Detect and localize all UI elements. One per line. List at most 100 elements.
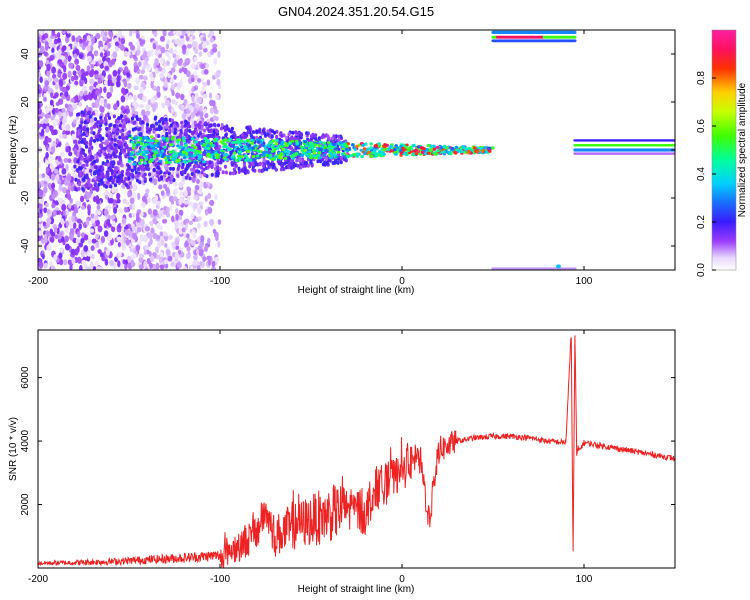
heatmap-cell <box>70 205 75 211</box>
heatmap-cell <box>244 147 248 151</box>
heatmap-cell <box>62 133 68 140</box>
heatmap-cell <box>174 82 178 88</box>
heatmap-cell <box>229 129 233 134</box>
heatmap-cell <box>132 183 138 191</box>
heatmap-cell <box>202 93 208 99</box>
heatmap-cell <box>177 152 182 156</box>
heatmap-cell <box>336 150 341 154</box>
heatmap-cell <box>116 198 121 204</box>
heatmap-cell <box>121 217 127 225</box>
heatmap-cell <box>114 145 118 150</box>
heatmap-cell <box>125 145 129 150</box>
heatmap-cell <box>197 78 202 83</box>
heatmap-cell <box>148 73 154 78</box>
heatmap-cell <box>216 69 222 76</box>
heatmap-cell <box>66 45 71 51</box>
heatmap-cell <box>374 154 379 158</box>
heatmap-cell <box>153 31 158 37</box>
heatmap-cell <box>105 219 111 226</box>
heatmap-cell <box>136 143 140 147</box>
heatmap-cell <box>251 130 256 135</box>
heatmap-cell <box>103 80 108 86</box>
heatmap-cell <box>145 188 150 194</box>
heatmap-cell <box>104 194 109 200</box>
heatmap-cell <box>268 141 273 145</box>
heatmap-cell <box>198 201 204 206</box>
heatmap-cell <box>180 93 185 101</box>
heatmap-cell <box>152 43 157 50</box>
heatmap-cell <box>140 120 145 125</box>
heatmap-cell <box>318 156 322 160</box>
heatmap-cell <box>230 162 234 167</box>
heatmap-cell <box>240 155 244 159</box>
heatmap-cell <box>50 92 54 99</box>
heatmap-cell <box>173 30 177 35</box>
heatmap-cell <box>124 66 129 73</box>
heatmap-cell <box>115 167 119 172</box>
heatmap-cell <box>59 151 65 158</box>
heatmap-cell <box>59 231 63 238</box>
heatmap-cell <box>208 160 212 165</box>
heatmap-cell <box>382 148 387 152</box>
heatmap-cell <box>191 86 195 93</box>
heatmap-cell <box>165 51 170 57</box>
heatmap-cell <box>190 77 195 83</box>
heatmap-cell <box>260 168 264 173</box>
heatmap-cell <box>184 167 188 172</box>
heatmap-cell <box>274 167 278 172</box>
heatmap-cell <box>352 153 356 157</box>
heatmap-cell <box>147 142 152 146</box>
heatmap-cell <box>108 192 114 200</box>
heatmap-cell <box>52 190 58 198</box>
heatmap-cell <box>194 140 198 144</box>
heatmap-cell <box>255 154 260 158</box>
heatmap-cell <box>158 184 163 190</box>
heatmap-cell <box>254 162 258 167</box>
heatmap-cell <box>133 94 137 102</box>
heatmap-cell <box>175 92 181 99</box>
heatmap-cell <box>56 37 62 44</box>
heatmap-cell <box>339 155 343 160</box>
heatmap-cell <box>69 265 73 270</box>
heatmap-cell <box>124 95 129 101</box>
heatmap-cell <box>137 93 142 99</box>
heatmap-cell <box>124 117 129 122</box>
heatmap-cell <box>89 85 94 91</box>
heatmap-cell <box>155 262 160 270</box>
heatmap-cell <box>203 183 208 189</box>
heatmap-cell <box>113 137 117 142</box>
heatmap-cell <box>320 135 324 140</box>
heatmap-cell <box>72 237 78 244</box>
heatmap-cell <box>198 150 203 154</box>
heatmap-cell <box>184 240 189 248</box>
heatmap-cell <box>127 156 132 160</box>
heatmap-cell <box>128 172 132 177</box>
heatmap-cell <box>138 117 142 122</box>
heatmap-cell <box>159 251 164 258</box>
heatmap-cell <box>135 244 141 252</box>
heatmap-cell <box>192 202 199 210</box>
heatmap-cell <box>482 146 487 150</box>
heatmap-cell <box>176 140 180 144</box>
heatmap-cell <box>206 146 211 150</box>
heatmap-cell <box>222 145 226 149</box>
heatmap-cell <box>324 148 328 152</box>
heatmap-cell <box>93 181 98 186</box>
heatmap-cell <box>473 146 477 150</box>
heatmap-cell <box>213 123 217 128</box>
heatmap-cell <box>146 249 150 255</box>
heatmap-cell <box>152 198 157 205</box>
heatmap-cell <box>143 249 147 256</box>
heatmap-cell <box>181 67 186 73</box>
heatmap-cell <box>83 153 87 158</box>
heatmap-cell <box>188 220 194 226</box>
heatmap-cell <box>204 112 209 119</box>
heatmap-cell <box>38 189 44 197</box>
heatmap-cell <box>74 248 79 256</box>
heatmap-cell <box>203 108 208 114</box>
heatmap-cell <box>199 105 203 112</box>
heatmap-cell <box>88 114 92 119</box>
heatmap-cell <box>46 137 52 143</box>
heatmap-cell <box>199 141 204 146</box>
heatmap-cell <box>209 199 215 207</box>
